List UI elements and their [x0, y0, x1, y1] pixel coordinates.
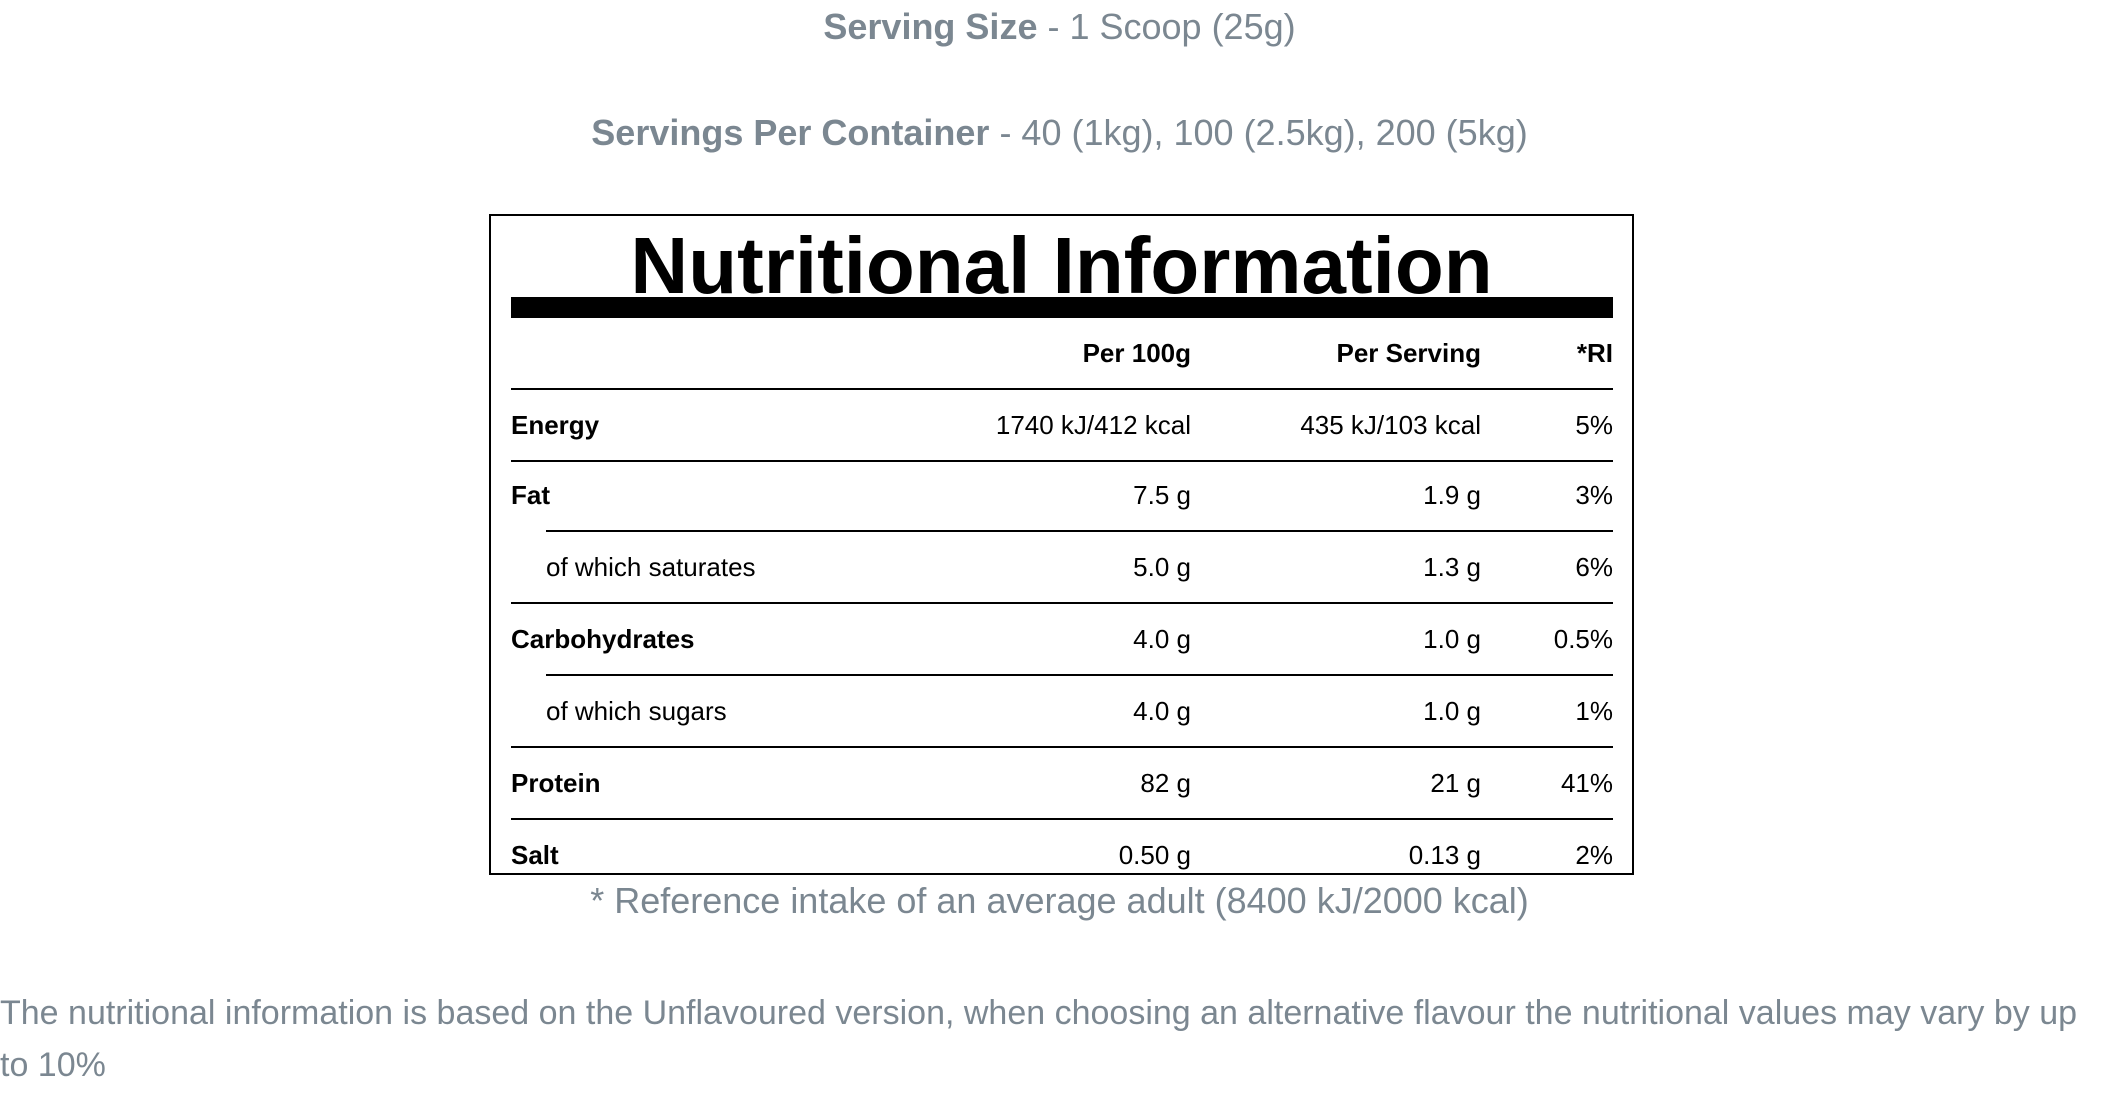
- row-per-100g: 7.5 g: [1133, 479, 1191, 510]
- reference-intake-footnote: * Reference intake of an average adult (…: [590, 880, 1529, 921]
- row-per-serving: 1.0 g: [1423, 623, 1481, 654]
- table-row-saturates: of which saturates 5.0 g 1.3 g 6%: [546, 532, 1613, 602]
- row-ri: 6%: [1575, 551, 1613, 582]
- panel-title: Nutritional Information: [630, 221, 1493, 310]
- row-name: Salt: [511, 839, 559, 870]
- table-row-protein: Protein 82 g 21 g 41%: [511, 748, 1613, 820]
- row-per-100g: 0.50 g: [1118, 839, 1191, 870]
- row-name: Fat: [511, 479, 550, 510]
- row-ri: 0.5%: [1553, 623, 1613, 654]
- row-name: of which sugars: [546, 695, 727, 726]
- row-per-serving: 435 kJ/103 kcal: [1300, 409, 1481, 440]
- row-ri: 41%: [1560, 767, 1613, 798]
- table-header: Per 100g Per Serving *RI: [511, 318, 1613, 390]
- row-per-100g: 4.0 g: [1133, 695, 1191, 726]
- row-per-serving: 1.3 g: [1423, 551, 1481, 582]
- row-name: Carbohydrates: [511, 623, 695, 654]
- flavour-disclaimer: The nutritional information is based on …: [0, 994, 2078, 1084]
- table-row-sugars: of which sugars 4.0 g 1.0 g 1%: [546, 676, 1613, 746]
- servings-per-container-label: Servings Per Container: [591, 112, 990, 153]
- servings-per-container-value: - 40 (1kg), 100 (2.5kg), 200 (5kg): [989, 112, 1528, 153]
- row-ri: 1%: [1575, 695, 1613, 726]
- row-per-100g: 1740 kJ/412 kcal: [995, 409, 1191, 440]
- serving-size: Serving Size - 1 Scoop (25g): [0, 6, 2119, 48]
- row-ri: 2%: [1575, 839, 1613, 870]
- title-bar: [511, 297, 1613, 318]
- row-name: Energy: [511, 409, 600, 440]
- row-per-serving: 21 g: [1430, 767, 1481, 798]
- table-row-energy: Energy 1740 kJ/412 kcal 435 kJ/103 kcal …: [511, 390, 1613, 462]
- column-header-per-serving: Per Serving: [1336, 337, 1481, 368]
- row-ri: 5%: [1575, 409, 1613, 440]
- row-per-serving: 1.0 g: [1423, 695, 1481, 726]
- table-row-carbohydrates: Carbohydrates 4.0 g 1.0 g 0.5%: [511, 604, 1613, 674]
- column-header-per-100g: Per 100g: [1082, 337, 1191, 368]
- row-per-100g: 82 g: [1140, 767, 1191, 798]
- table-row-salt: Salt 0.50 g 0.13 g 2%: [511, 820, 1613, 890]
- column-header-ri: *RI: [1576, 337, 1613, 368]
- row-name: Protein: [511, 767, 601, 798]
- nutrition-panel: Nutritional Information Per 100g Per Ser…: [489, 214, 1634, 875]
- serving-size-value: - 1 Scoop (25g): [1037, 6, 1296, 47]
- servings-per-container: Servings Per Container - 40 (1kg), 100 (…: [0, 112, 2119, 154]
- row-per-100g: 4.0 g: [1133, 623, 1191, 654]
- row-per-100g: 5.0 g: [1133, 551, 1191, 582]
- table-row-fat: Fat 7.5 g 1.9 g 3%: [511, 460, 1613, 530]
- row-name: of which saturates: [546, 551, 756, 582]
- row-per-serving: 1.9 g: [1423, 479, 1481, 510]
- row-per-serving: 0.13 g: [1408, 839, 1481, 870]
- row-ri: 3%: [1575, 479, 1613, 510]
- serving-size-label: Serving Size: [823, 6, 1038, 47]
